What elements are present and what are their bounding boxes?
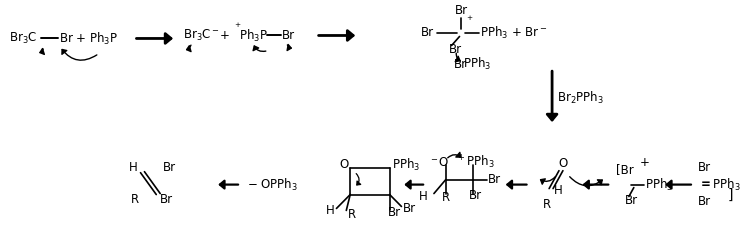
- Text: $^+$: $^+$: [466, 16, 474, 26]
- Text: +: +: [640, 156, 650, 169]
- Text: +: +: [219, 29, 230, 42]
- Text: Br: Br: [164, 161, 176, 174]
- Text: Br: Br: [488, 173, 501, 186]
- Text: Br: Br: [455, 4, 468, 17]
- Text: Br: Br: [388, 206, 400, 219]
- Text: $\mathbf{=}$PPh$_3$: $\mathbf{=}$PPh$_3$: [698, 176, 740, 193]
- Text: O: O: [439, 156, 448, 169]
- Text: R: R: [348, 208, 356, 221]
- Text: Br: Br: [698, 195, 711, 208]
- Text: [Br: [Br: [616, 163, 634, 176]
- Text: $^+$PPh$_3$: $^+$PPh$_3$: [455, 154, 494, 172]
- Text: O: O: [558, 157, 568, 170]
- Text: ]: ]: [728, 187, 733, 201]
- Text: Br: Br: [282, 29, 296, 42]
- Text: $^+$: $^+$: [232, 22, 242, 33]
- Text: Br + Ph$_3$P: Br + Ph$_3$P: [58, 30, 118, 47]
- Text: Br: Br: [470, 189, 482, 202]
- Text: PPh$_3$: PPh$_3$: [464, 56, 492, 72]
- Text: O: O: [339, 158, 348, 171]
- Text: Br: Br: [625, 194, 638, 207]
- Text: Br: Br: [160, 193, 173, 206]
- Text: Br: Br: [421, 26, 434, 39]
- Text: R: R: [543, 198, 551, 211]
- Text: PPh$_3$: PPh$_3$: [645, 176, 673, 193]
- Text: $^-$: $^-$: [429, 156, 439, 169]
- Text: Ph$_3$P: Ph$_3$P: [239, 27, 268, 44]
- Text: $-$ OPPh$_3$: $-$ OPPh$_3$: [247, 176, 298, 193]
- Text: Br$_3$C: Br$_3$C: [8, 31, 37, 46]
- Text: H: H: [419, 190, 428, 203]
- Text: Br: Br: [454, 58, 466, 71]
- Text: R: R: [442, 191, 450, 204]
- Text: Br$_3$C$^-$: Br$_3$C$^-$: [183, 28, 220, 43]
- Text: Br: Br: [448, 43, 462, 56]
- Text: H: H: [129, 161, 138, 174]
- Text: H: H: [554, 184, 562, 197]
- Text: PPh$_3$ + Br$^-$: PPh$_3$ + Br$^-$: [480, 25, 548, 40]
- Text: H: H: [326, 204, 334, 217]
- Text: Br: Br: [698, 161, 711, 174]
- Text: Br: Br: [403, 202, 416, 215]
- Text: PPh$_3$: PPh$_3$: [392, 157, 420, 173]
- Text: R: R: [130, 193, 139, 206]
- Text: Br$_2$PPh$_3$: Br$_2$PPh$_3$: [557, 90, 604, 106]
